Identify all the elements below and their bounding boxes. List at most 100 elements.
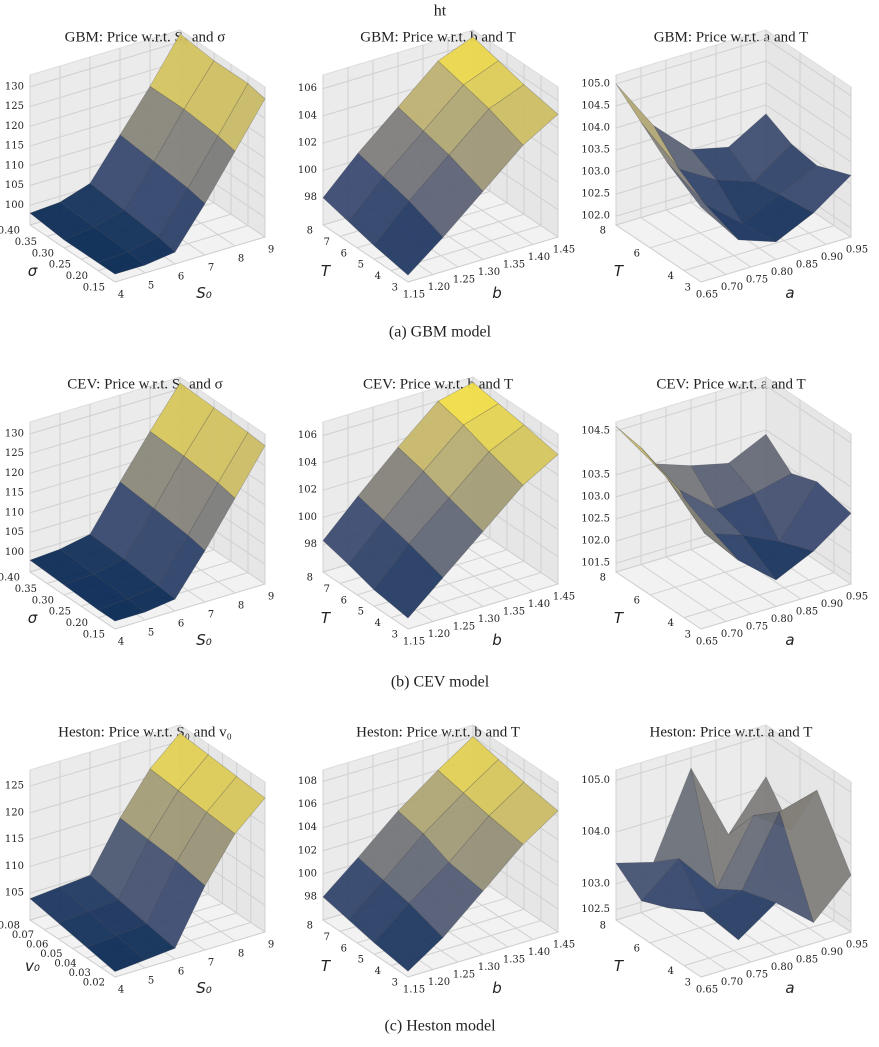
z-tick-label: 103.0 [581, 167, 610, 178]
z-tick-label: 103.5 [581, 469, 610, 480]
y-tick-label: 0.20 [66, 618, 88, 629]
y-tick-label: 0.07 [12, 930, 34, 941]
y-tick-label: 4 [668, 271, 674, 282]
x-axis-label: b [492, 979, 502, 997]
panel-title: Heston: Price w.r.t. b and T [356, 724, 520, 740]
panel: GBM: Price w.r.t. b and T1.151.201.251.3… [298, 29, 575, 302]
y-axis-label: v₀ [25, 957, 40, 975]
grid-line [683, 75, 835, 272]
z-tick-label: 102.0 [581, 536, 610, 547]
surface-patch [408, 497, 484, 579]
grid-line [114, 782, 266, 978]
z-tick-label: 104.0 [581, 122, 610, 133]
surface-patch [322, 495, 384, 565]
y-tick-label: 7 [324, 237, 330, 248]
y-tick-label: 0.40 [0, 226, 20, 237]
z-tick-label: 102.5 [581, 189, 610, 200]
z-tick-label: 110 [5, 160, 24, 171]
x-tick-label: 0.65 [696, 637, 718, 648]
x-tick-label: 0.85 [796, 607, 818, 618]
z-tick-label: 106 [298, 430, 317, 441]
surface-patch [741, 811, 814, 924]
surface-patch [97, 251, 146, 275]
z-tick-label: 103.5 [581, 145, 610, 156]
x-tick-label: 1.15 [403, 985, 425, 996]
surface-patch [666, 161, 739, 241]
x-tick-label: 1.30 [478, 614, 500, 625]
panel-title: Heston: Price w.r.t. S₀ and v₀ [58, 724, 232, 740]
y-tick-label: 3 [685, 978, 691, 989]
surface-patch [437, 36, 499, 86]
grid-line [683, 770, 835, 967]
y-tick-label: 6 [634, 248, 640, 259]
grid-line [615, 60, 852, 119]
panel-title: Heston: Price w.r.t. a and T [650, 724, 813, 740]
x-tick-label: 1.40 [528, 252, 550, 263]
surface-patch [778, 165, 852, 214]
x-tick-label: 6 [178, 272, 184, 283]
surface-patch [93, 209, 159, 253]
grid-line [683, 422, 835, 619]
surface-patch [206, 775, 266, 835]
surface-patch [29, 201, 95, 241]
x-axis-label: S₀ [196, 979, 212, 997]
x-tick-label: 0.65 [696, 985, 718, 996]
panel: GBM: Price w.r.t. S₀ and σ 4 5 6 7 8 9 0.150.20… [0, 29, 274, 302]
x-tick-label: 0.70 [721, 977, 743, 988]
x-tick-label: 8 [238, 601, 244, 612]
x-tick-label: 0.80 [771, 267, 793, 278]
x-tick-label: 0.70 [721, 282, 743, 293]
x-tick-label: 0.90 [821, 947, 843, 958]
x-tick-label: 1.25 [453, 275, 475, 286]
y-tick-label: 4 [375, 271, 381, 282]
x-tick-label: 0.95 [846, 940, 868, 951]
x-tick-label: 0.95 [846, 245, 868, 256]
x-tick-label: 0.90 [821, 599, 843, 610]
panel: Heston: Price w.r.t. a and T 0.650.700.75… [581, 724, 868, 997]
x-tick-label: 5 [148, 628, 154, 639]
z-tick-label: 104 [298, 110, 317, 121]
y-axis-label: T [321, 262, 332, 280]
surface-patch [373, 543, 444, 619]
z-tick-label: 106 [298, 83, 317, 94]
y-tick-label: 6 [341, 943, 347, 954]
panel-title: GBM: Price w.r.t. S₀ and σ [65, 29, 226, 45]
surface-patch [86, 935, 146, 972]
grid-line [407, 87, 559, 283]
y-tick-label: 6 [634, 595, 640, 606]
surface-patch [97, 598, 146, 622]
y-axis-label: σ [28, 262, 38, 280]
surface-patch [217, 432, 266, 499]
z-tick-label: 98 [304, 192, 317, 203]
y-axis-label: T [614, 609, 625, 627]
z-tick-label: 100 [5, 200, 24, 211]
y-tick-label: 0.06 [26, 940, 48, 951]
surface-patch [348, 519, 410, 591]
z-tick-label: 102.5 [581, 904, 610, 915]
y-tick-label: 6 [341, 595, 347, 606]
y-tick-label: 0.20 [66, 271, 88, 282]
y-tick-label: 3 [685, 630, 691, 641]
caption: (b) CEV model [391, 674, 490, 691]
x-axis-label: b [492, 631, 502, 649]
y-tick-label: 8 [600, 921, 606, 932]
surface-patch [187, 482, 236, 552]
z-tick-label: 102.5 [581, 514, 610, 525]
x-tick-label: 1.20 [428, 977, 450, 988]
z-tick-label: 100 [298, 512, 317, 523]
y-tick-label: 3 [392, 630, 398, 641]
z-tick-label: 98 [304, 539, 317, 550]
panel: CEV: Price w.r.t. S₀ and σ 4 5 6 7 8 9 0.150.20… [0, 376, 274, 649]
z-tick-label: 125 [5, 448, 24, 459]
z-tick-label: 105.0 [581, 78, 610, 89]
panel-title: CEV: Price w.r.t. S₀ and σ [67, 376, 222, 392]
z-tick-label: 105 [5, 888, 24, 899]
z-tick-label: 115 [5, 141, 24, 152]
z-tick-label: 115 [5, 834, 24, 845]
y-tick-label: 0.35 [15, 237, 37, 248]
grid-line [390, 422, 542, 619]
x-tick-label: 1.45 [553, 592, 575, 603]
y-tick-label: 6 [634, 943, 640, 954]
y-tick-label: 3 [392, 978, 398, 989]
